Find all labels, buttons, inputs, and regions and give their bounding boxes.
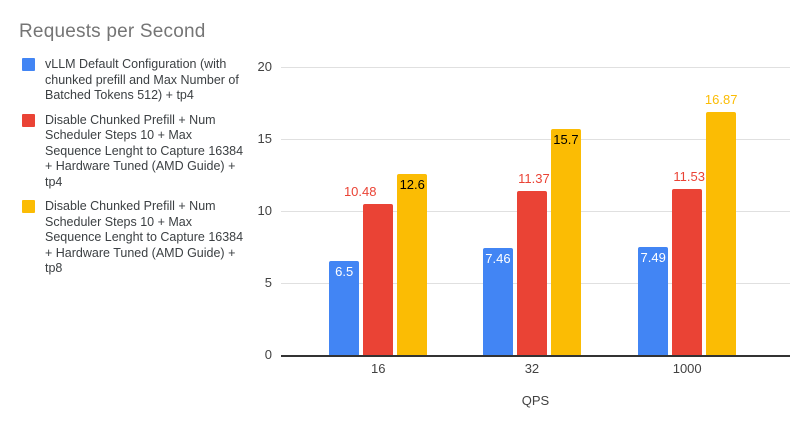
bar-value-label: 15.7 [553, 132, 579, 147]
bar-series-2-qps-32[interactable]: 11.37 [516, 171, 550, 355]
bar-series-2-qps-1000[interactable]: 11.53 [672, 169, 705, 355]
legend-label-series-2: Disable Chunked Prefill + Num Scheduler … [45, 112, 244, 189]
legend-label-series-3: Disable Chunked Prefill + Num Scheduler … [45, 199, 244, 275]
y-tick-label-15: 15 [257, 131, 272, 146]
gridline-y20 [281, 67, 790, 68]
y-tick-label-5: 5 [264, 275, 272, 290]
bar-value-label: 16.87 [704, 92, 738, 107]
legend-item-series-1[interactable]: vLLM Default Configuration (with chunked… [22, 57, 254, 104]
x-axis: 16 32 1000 [281, 361, 790, 379]
bar-series-3-qps-32[interactable]: 15.7 [550, 129, 581, 355]
legend-item-series-3[interactable]: Disable Chunked Prefill + Num Scheduler … [22, 199, 254, 277]
bar-group-qps-16: 6.5 10.48 12.6 [329, 174, 428, 355]
bar-series-2-qps-16[interactable]: 10.48 [344, 184, 394, 355]
legend-swatch-blue [22, 58, 35, 71]
bar-series-3-qps-16[interactable]: 12.6 [397, 174, 428, 355]
x-tick-label-1000: 1000 [672, 361, 702, 376]
y-tick-label-0: 0 [264, 347, 272, 362]
gridline-y15 [281, 139, 790, 140]
bar-value-label: 7.46 [485, 251, 511, 266]
bar-group-qps-1000: 7.49 11.53 16.87 [638, 92, 737, 355]
bar-value-label: 12.6 [399, 177, 425, 192]
bar-value-label: 10.48 [343, 184, 377, 199]
x-tick-label-32: 32 [524, 361, 540, 376]
bar-value-label: 11.37 [518, 171, 550, 186]
y-tick-label-10: 10 [257, 203, 272, 218]
x-axis-title: QPS [521, 393, 550, 408]
legend-swatch-yellow [22, 200, 35, 213]
bar-group-qps-32: 7.46 11.37 15.7 [482, 129, 581, 355]
bar-value-label: 11.53 [673, 169, 705, 184]
bar-series-1-qps-32[interactable]: 7.46 [482, 248, 513, 355]
y-axis: 0 5 10 15 20 [228, 0, 272, 430]
bar-value-label: 6.5 [335, 264, 354, 279]
legend: vLLM Default Configuration (with chunked… [22, 57, 254, 277]
legend-label-series-1: vLLM Default Configuration (with chunked… [45, 57, 239, 102]
legend-swatch-red [22, 113, 35, 127]
x-tick-label-16: 16 [370, 361, 386, 376]
bar-series-1-qps-16[interactable]: 6.5 [329, 261, 360, 355]
bar-series-3-qps-1000[interactable]: 16.87 [705, 92, 737, 355]
y-tick-label-20: 20 [257, 59, 272, 74]
plot-area: 6.5 10.48 12.6 7.46 11.37 15.7 7.49 11.53 16.87 [281, 67, 790, 357]
legend-item-series-2[interactable]: Disable Chunked Prefill + Num Scheduler … [22, 113, 254, 191]
chart-title: Requests per Second [19, 21, 206, 42]
bar-value-label: 7.49 [640, 250, 666, 265]
bar-series-1-qps-1000[interactable]: 7.49 [638, 247, 669, 355]
